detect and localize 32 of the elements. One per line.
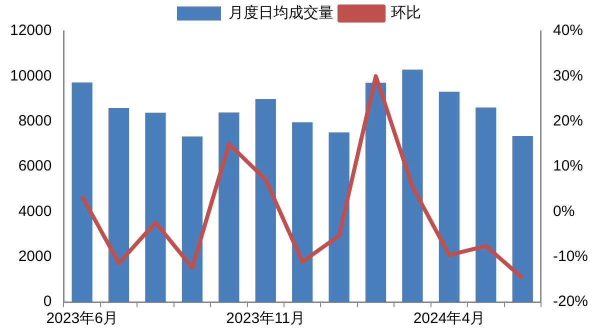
bar	[145, 112, 166, 302]
bar	[328, 132, 350, 302]
bar	[108, 108, 130, 302]
bar	[72, 82, 92, 302]
y-tick-label: 6000	[18, 158, 52, 175]
bar	[402, 70, 423, 302]
x-tick-label: 2023年11月	[226, 310, 306, 328]
bar	[292, 122, 313, 302]
bar	[365, 82, 386, 302]
x-tick-label: 2024年4月	[413, 310, 486, 328]
y-tick-label: 8000	[18, 112, 52, 130]
y2-tick-label: 40%	[552, 22, 584, 40]
legend-label: 环比	[391, 4, 421, 22]
y-tick-label: 0	[43, 293, 52, 310]
legend-label: 月度日均成交量	[228, 4, 334, 22]
bar	[512, 136, 533, 302]
y2-tick-label: -20%	[552, 293, 588, 310]
x-tick-label: 2023年6月	[46, 310, 118, 328]
bar	[438, 92, 460, 302]
bar	[218, 112, 240, 302]
y2-tick-label: 10%	[552, 158, 584, 175]
y-tick-label: 2000	[18, 248, 52, 265]
y2-tick-label: 0%	[552, 202, 575, 220]
y-tick-label: 4000	[18, 202, 52, 220]
bar	[255, 98, 276, 302]
y-tick-label: 10000	[10, 67, 52, 84]
y2-tick-label: 30%	[552, 67, 584, 84]
y2-tick-label: -10%	[552, 248, 588, 265]
bar	[182, 136, 203, 302]
y-tick-label: 12000	[10, 22, 52, 40]
bar	[476, 108, 496, 302]
y2-tick-label: 20%	[552, 112, 584, 130]
